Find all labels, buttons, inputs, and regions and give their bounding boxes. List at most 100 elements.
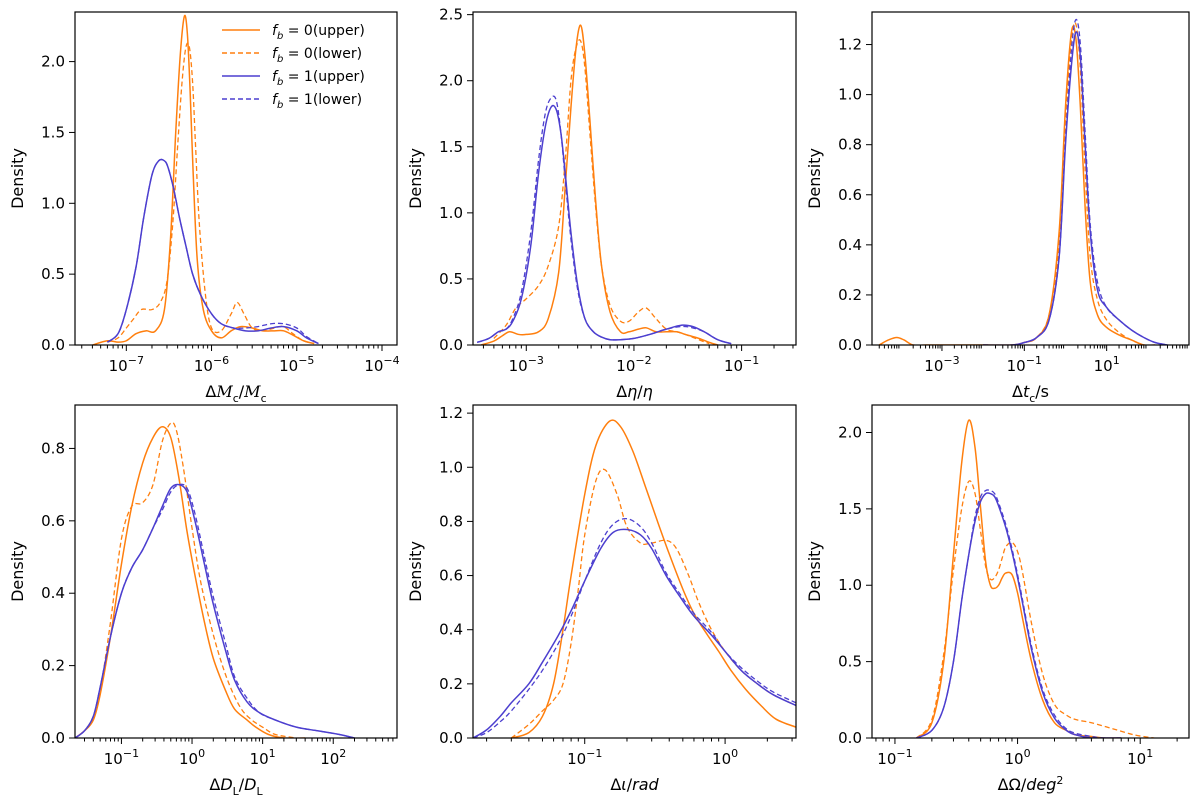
legend-label: fb = 0(lower): [272, 46, 362, 65]
y-tick-label: 1.5: [439, 138, 463, 156]
subplot-4: 10−1 100 101 102 0.0 0.2 0.4 0.6 0.8 Density ΔDL/D…: [8, 404, 398, 798]
x-axis-label: Δι/rad: [610, 775, 659, 794]
series-line-fb1-upper: [476, 104, 732, 345]
y-tick-label: 0.0: [439, 729, 463, 747]
subplot-5: 10−1 100 0.0 0.2 0.4 0.6 0.8 1.0 1.2 Density Δι/ra…: [406, 404, 797, 794]
y-tick-label: 0.8: [41, 439, 65, 457]
series-line-fb0-upper: [878, 25, 1156, 345]
x-minor-ticks: [482, 345, 794, 349]
x-minor-ticks: [486, 738, 793, 742]
x-minor-ticks: [81, 345, 379, 349]
y-axis-label: Density: [406, 148, 425, 209]
y-axis-label: Density: [8, 541, 27, 602]
x-tick-label: 10−6: [194, 354, 229, 375]
x-minor-ticks: [875, 738, 1178, 742]
y-tick-label: 0.2: [41, 657, 65, 675]
series-line-fb1-lower: [473, 517, 796, 738]
y-tick-label: 1.0: [41, 194, 65, 212]
y-tick-label: 0.4: [41, 584, 65, 602]
x-axis-label: ΔΩ/deg2: [998, 774, 1064, 794]
series-line-fb1-lower: [476, 95, 732, 345]
x-tick-label: 100: [1005, 747, 1031, 768]
series-line-fb1-lower: [106, 158, 319, 345]
x-tick-label: 101: [250, 747, 276, 768]
y-tick-label: 0.0: [838, 729, 862, 747]
y-tick-label: 0.4: [838, 236, 862, 254]
y-tick-label: 0.6: [838, 186, 862, 204]
x-tick-label: 101: [1127, 747, 1153, 768]
series-line-fb0-lower: [916, 480, 1155, 738]
legend-label: fb = 1(upper): [272, 69, 365, 88]
series-line-fb1-lower: [75, 483, 355, 738]
subplot-6: 10−1 100 101 0.0 0.5 1.0 1.5 2.0 Density ΔΩ/deg2: [805, 404, 1190, 794]
plot-frame: [472, 404, 797, 739]
x-tick-label: 10−1: [1007, 354, 1042, 375]
series-line-fb1-upper: [916, 492, 1122, 738]
y-tick-label: 2.5: [439, 6, 463, 24]
series-group: [878, 18, 1168, 345]
y-tick-label: 2.0: [838, 423, 862, 441]
x-tick-label: 10−1: [724, 354, 759, 375]
series-line-fb0-upper: [480, 24, 718, 345]
x-minor-ticks: [878, 345, 1188, 349]
y-tick-label: 2.0: [41, 53, 65, 71]
series-line-fb0-lower: [75, 421, 297, 738]
y-axis-label: Density: [8, 148, 27, 209]
y-tick-label: 1.2: [439, 404, 463, 422]
series-group: [75, 421, 355, 738]
series-group: [916, 419, 1155, 738]
y-axis-label: Density: [805, 148, 824, 209]
x-tick-label: 100: [712, 747, 738, 768]
x-tick-label: 10−2: [616, 354, 651, 375]
y-tick-label: 0.6: [41, 512, 65, 530]
legend-label: fb = 1(lower): [272, 92, 362, 111]
x-tick-label: 100: [179, 747, 205, 768]
y-tick-label: 1.0: [439, 458, 463, 476]
y-tick-label: 0.0: [41, 729, 65, 747]
y-tick-label: 0.4: [439, 621, 463, 639]
series-line-fb0-upper: [92, 14, 315, 345]
y-tick-label: 0.2: [838, 286, 862, 304]
x-tick-label: 10−7: [109, 354, 144, 375]
y-tick-label: 0.5: [41, 265, 65, 283]
x-minor-ticks: [84, 738, 394, 742]
series-line-fb0-lower: [107, 42, 315, 345]
x-axis-label: ΔDL/DL: [209, 775, 263, 798]
y-axis-label: Density: [406, 541, 425, 602]
series-line-fb1-upper: [473, 528, 796, 738]
legend-label: fb = 0(upper): [272, 23, 365, 42]
legend: fb = 0(upper) fb = 0(lower) fb = 1(upper) f…: [222, 23, 365, 111]
plot-frame: [74, 404, 398, 739]
series-group: [92, 14, 319, 345]
series-line-fb0-upper: [511, 419, 796, 738]
y-tick-label: 0.2: [439, 675, 463, 693]
y-tick-label: 0.8: [838, 136, 862, 154]
x-tick-label: 10−3: [924, 354, 959, 375]
x-tick-label: 102: [320, 747, 346, 768]
y-tick-label: 0.5: [439, 270, 463, 288]
y-tick-label: 0.8: [439, 512, 463, 530]
y-tick-label: 1.0: [439, 204, 463, 222]
series-line-fb1-lower: [983, 18, 1168, 345]
y-tick-label: 1.0: [838, 576, 862, 594]
x-tick-label: 10−4: [364, 354, 399, 375]
subplot-2: 10−3 10−2 10−1 0.0 0.5 1.0 1.5 2.0 2.5 Density Δη/…: [406, 6, 797, 401]
y-tick-label: 1.5: [838, 500, 862, 518]
y-axis-label: Density: [805, 541, 824, 602]
x-tick-label: 10−3: [509, 354, 544, 375]
series-line-fb1-upper: [983, 31, 1168, 345]
plot-frame: [871, 11, 1190, 346]
y-tick-label: 0.5: [838, 653, 862, 671]
x-tick-label: 10−1: [877, 747, 912, 768]
series-line-fb1-lower: [916, 489, 1122, 738]
x-tick-label: 10−1: [104, 747, 139, 768]
plot-frame: [871, 404, 1190, 739]
series-line-fb0-upper: [75, 425, 306, 738]
plot-frame: [74, 11, 398, 346]
x-axis-label: Δtc/s: [1012, 382, 1049, 405]
y-tick-label: 0.0: [41, 336, 65, 354]
x-axis-label: Δη/η: [616, 382, 653, 401]
series-group: [476, 24, 732, 345]
plot-frame: [472, 11, 797, 346]
